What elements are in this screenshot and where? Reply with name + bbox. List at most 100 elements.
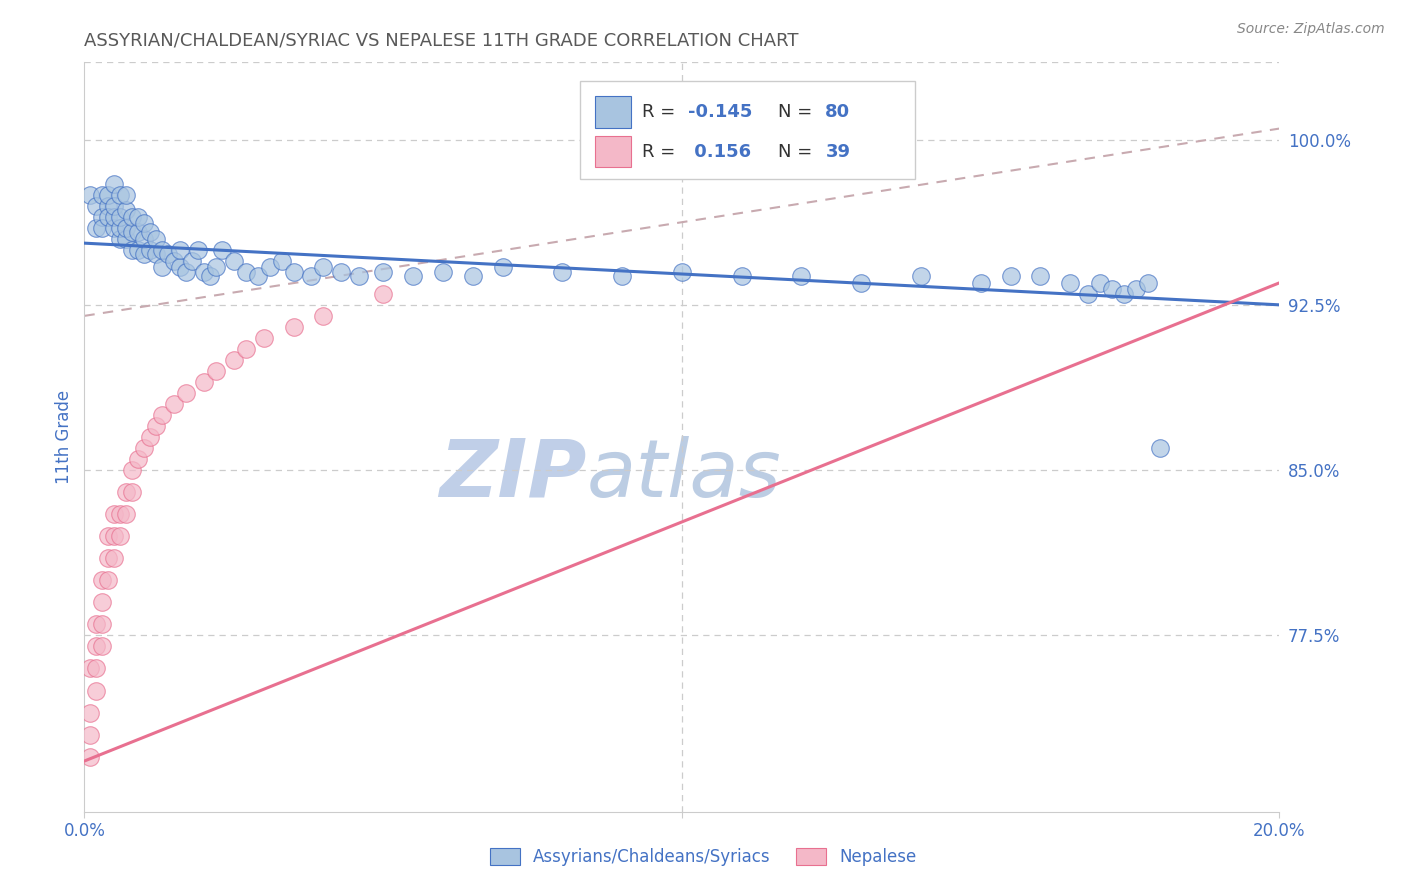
Text: Source: ZipAtlas.com: Source: ZipAtlas.com [1237, 22, 1385, 37]
Point [1029, 269, 1052, 284]
Text: -0.145: -0.145 [688, 103, 752, 121]
Text: N =: N = [778, 103, 817, 121]
Point [851, 276, 873, 290]
Point [79, 661, 101, 675]
Point [91, 595, 114, 609]
FancyBboxPatch shape [595, 96, 630, 128]
Point [402, 269, 425, 284]
Point [103, 220, 125, 235]
Text: 0.156: 0.156 [688, 143, 751, 161]
Point [330, 265, 353, 279]
Point [970, 276, 993, 290]
Point [222, 353, 245, 368]
Point [97, 199, 120, 213]
Point [139, 430, 162, 444]
Point [150, 408, 173, 422]
Point [235, 265, 257, 279]
Point [1149, 441, 1171, 455]
Point [235, 342, 257, 356]
Point [115, 485, 138, 500]
Point [115, 232, 138, 246]
Point [79, 728, 101, 742]
Point [97, 574, 120, 588]
Text: 80: 80 [825, 103, 851, 121]
Point [86, 661, 108, 675]
Point [86, 683, 108, 698]
Point [103, 199, 125, 213]
Point [127, 243, 149, 257]
Point [174, 265, 197, 279]
Point [253, 331, 276, 345]
Point [283, 265, 305, 279]
Point [222, 253, 245, 268]
Point [174, 386, 197, 401]
Point [205, 260, 228, 275]
Point [103, 210, 125, 224]
Point [110, 187, 132, 202]
Point [121, 210, 143, 224]
Point [79, 749, 101, 764]
Point [97, 551, 120, 566]
Point [97, 529, 120, 543]
Text: R =: R = [643, 143, 682, 161]
Point [115, 507, 138, 521]
Point [110, 210, 132, 224]
Point [1101, 282, 1123, 296]
Point [86, 617, 108, 632]
Point [91, 210, 114, 224]
Point [157, 247, 180, 261]
Point [259, 260, 281, 275]
Point [205, 364, 228, 378]
Point [145, 247, 167, 261]
Text: 39: 39 [825, 143, 851, 161]
Point [91, 220, 114, 235]
Point [86, 199, 108, 213]
Point [1137, 276, 1160, 290]
Point [97, 210, 120, 224]
Point [612, 269, 634, 284]
Point [150, 260, 173, 275]
Point [132, 247, 156, 261]
Point [373, 265, 395, 279]
Point [283, 319, 305, 334]
Point [79, 187, 101, 202]
Point [169, 243, 191, 257]
Point [270, 253, 292, 268]
Point [132, 216, 156, 230]
Point [145, 419, 167, 434]
Point [910, 269, 932, 284]
Point [211, 243, 233, 257]
Point [671, 265, 693, 279]
Point [432, 265, 454, 279]
Point [1090, 276, 1112, 290]
Point [246, 269, 269, 284]
Point [103, 551, 125, 566]
Point [110, 507, 132, 521]
Point [198, 269, 221, 284]
Point [115, 203, 138, 218]
Point [127, 210, 149, 224]
Point [163, 397, 186, 411]
Point [790, 269, 813, 284]
Point [187, 243, 209, 257]
Point [115, 220, 138, 235]
Point [169, 260, 191, 275]
Point [551, 265, 574, 279]
FancyBboxPatch shape [581, 81, 915, 178]
Point [193, 265, 215, 279]
Point [110, 220, 132, 235]
Point [1077, 286, 1099, 301]
Text: atlas: atlas [586, 435, 782, 514]
Point [91, 617, 114, 632]
Point [110, 529, 132, 543]
Y-axis label: 11th Grade: 11th Grade [55, 390, 73, 484]
Point [1125, 282, 1147, 296]
Point [110, 232, 132, 246]
Point [121, 463, 143, 477]
Point [86, 640, 108, 654]
Point [312, 260, 335, 275]
Point [163, 253, 186, 268]
Point [301, 269, 323, 284]
Point [121, 243, 143, 257]
Point [132, 232, 156, 246]
